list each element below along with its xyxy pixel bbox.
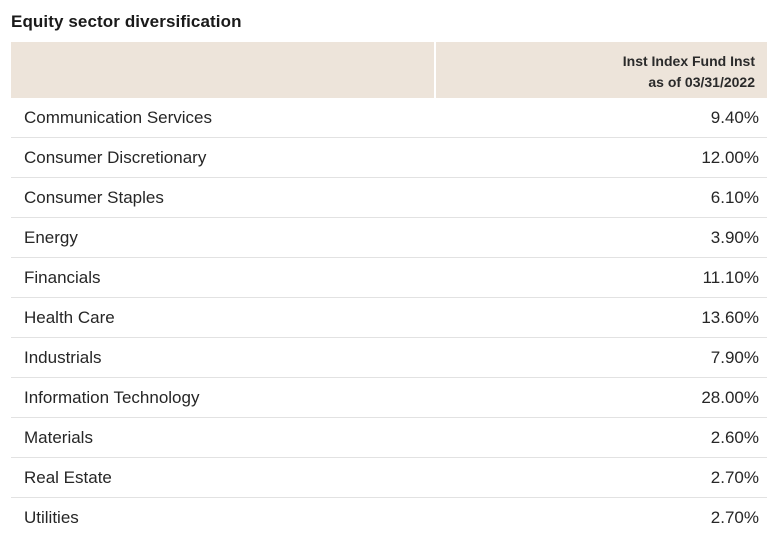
table-row: Information Technology 28.00% <box>11 378 767 418</box>
table-row: Financials 11.10% <box>11 258 767 298</box>
sector-table: Inst Index Fund Inst as of 03/31/2022 Co… <box>11 42 767 537</box>
sector-name: Consumer Staples <box>24 187 164 207</box>
fund-column-header: Inst Index Fund Inst as of 03/31/2022 <box>436 42 767 98</box>
table-row: Communication Services 9.40% <box>11 98 767 138</box>
sector-percentage: 12.00% <box>701 147 759 167</box>
sector-percentage: 2.60% <box>710 427 759 447</box>
sector-percentage: 6.10% <box>710 187 759 207</box>
sector-name: Utilities <box>24 507 79 527</box>
table-row: Health Care 13.60% <box>11 298 767 338</box>
sector-percentage: 13.60% <box>701 307 759 327</box>
table-row: Consumer Discretionary 12.00% <box>11 138 767 178</box>
sector-name: Financials <box>24 267 101 287</box>
sector-percentage: 9.40% <box>710 107 759 127</box>
sector-name: Materials <box>24 427 93 447</box>
sector-name: Information Technology <box>24 387 200 407</box>
sector-name: Consumer Discretionary <box>24 147 207 167</box>
sector-percentage: 2.70% <box>710 467 759 487</box>
sector-percentage: 2.70% <box>710 507 759 527</box>
table-row: Real Estate 2.70% <box>11 458 767 498</box>
sector-column-header <box>11 42 436 98</box>
sector-percentage: 3.90% <box>710 227 759 247</box>
table-body: Communication Services 9.40% Consumer Disc… <box>11 98 767 537</box>
table-row: Consumer Staples 6.10% <box>11 178 767 218</box>
sector-name: Industrials <box>24 347 102 367</box>
sector-percentage: 11.10% <box>702 267 759 287</box>
table-row: Utilities 2.70% <box>11 498 767 537</box>
section-title: Equity sector diversification <box>11 12 242 31</box>
sector-name: Health Care <box>24 307 115 327</box>
table-header: Inst Index Fund Inst as of 03/31/2022 <box>11 42 767 98</box>
table-row: Industrials 7.90% <box>11 338 767 378</box>
sector-name: Energy <box>24 227 78 247</box>
as-of-date-label: as of 03/31/2022 <box>648 74 755 90</box>
table-row: Energy 3.90% <box>11 218 767 258</box>
sector-name: Real Estate <box>24 467 112 487</box>
fund-name-label: Inst Index Fund Inst <box>622 53 755 69</box>
sector-name: Communication Services <box>24 107 213 127</box>
table-row: Materials 2.60% <box>11 418 767 458</box>
sector-percentage: 28.00% <box>701 387 759 407</box>
sector-percentage: 7.90% <box>710 347 759 367</box>
